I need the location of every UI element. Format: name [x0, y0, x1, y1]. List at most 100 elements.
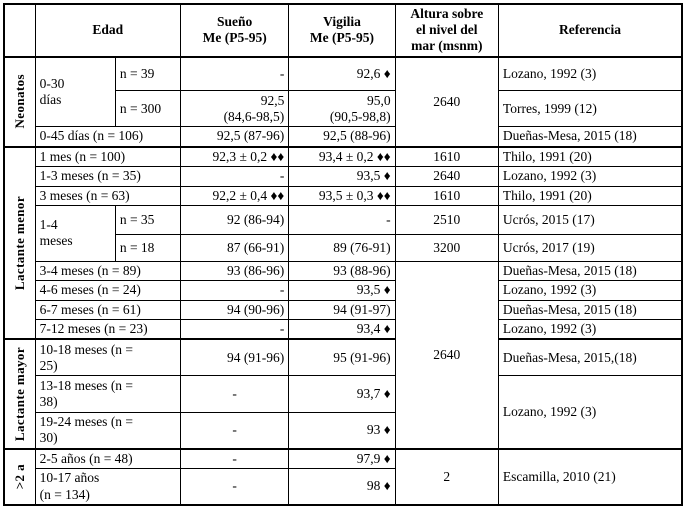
wake-value-cell: 93,7 ♦	[288, 375, 396, 413]
wake-value-cell: 92,5 (88-96)	[288, 126, 396, 148]
table-row: 1-4 meses n = 35 92 (86-94) -2510 Ucrós, 201…	[4, 204, 683, 262]
table-header: Edad Sueño Me (P5-95) Vigilia Me (P5-95) Al…	[3, 3, 683, 58]
table-body: Neonatos 0-30 días n = 39-92,6 ♦ 2640 Lozano…	[3, 56, 683, 506]
sleep-value-cell: 92,2 ± 0,4 ♦♦	[179, 185, 290, 206]
sleep-value-cell: 93 (86-96)	[179, 260, 290, 282]
reference-cell: Dueñas-Mesa, 2015 (18)	[497, 299, 683, 320]
age-cell: 4-6 meses (n = 24)	[34, 280, 182, 301]
age-cell: n = 35	[114, 204, 182, 236]
table-row: 4-6 meses (n = 24) -93,5 ♦ Lozano, 1992 (3…	[4, 280, 683, 301]
age-cell: 2-5 años (n = 48)	[34, 447, 182, 470]
sleep-value-cell: 92,5 (84,6-98,5)	[179, 90, 290, 128]
reference-cell: Escamilla, 2010 (21)	[497, 447, 683, 506]
reference-cell: Dueñas-Mesa, 2015 (18)	[497, 260, 683, 282]
spo2-by-age-table: Edad Sueño Me (P5-95) Vigilia Me (P5-95) Al…	[3, 3, 683, 506]
altitude-cell: 2640	[394, 260, 499, 450]
wake-value-cell: 93 (88-96)	[288, 260, 396, 282]
table-row: 3 meses (n = 63) 92,2 ± 0,4 ♦♦ 93,5 ± 0,3 …	[4, 185, 683, 206]
wake-value-cell: 95,0 (90,5-98,8)	[288, 90, 396, 128]
sleep-value-cell: 92 (86-94)	[179, 204, 290, 236]
wake-value-cell: 94 (91-97)	[288, 299, 396, 320]
age-category-label: Neonatos	[11, 74, 27, 129]
age-cell: 10-17 años (n = 134)	[34, 468, 182, 506]
age-cell: n = 39	[114, 56, 182, 92]
age-category-cell: Lactante mayor	[3, 338, 36, 450]
age-cell: 0-45 días (n = 106)	[34, 126, 182, 148]
age-cell: 0-30 días	[34, 56, 116, 128]
age-cell: n = 300	[114, 90, 182, 128]
wake-value-cell: -	[288, 204, 396, 236]
reference-cell: Thilo, 1991 (20)	[497, 185, 683, 206]
altitude-cell: 3200	[394, 234, 499, 262]
wake-value-cell: 97,9 ♦	[288, 447, 396, 470]
sleep-value-cell: -	[179, 166, 290, 187]
table-row: 0-45 días (n = 106) 92,5 (87-96) 92,5 (88-…	[4, 126, 683, 148]
sleep-value-cell: 94 (90-96)	[179, 299, 290, 320]
age-cell: 7-12 meses (n = 23)	[34, 318, 182, 340]
table-row: 7-12 meses (n = 23) -93,4 ♦ Lozano, 1992 (…	[4, 318, 683, 340]
sleep-value-cell: 92,3 ± 0,2 ♦♦	[179, 145, 290, 168]
reference-cell: Lozano, 1992 (3)	[497, 318, 683, 340]
age-category-cell: >2 a	[3, 447, 36, 506]
altitude-cell: 1610	[394, 145, 499, 168]
table-row: Lactante menor 1 mes (n = 100) 92,3 ± 0,2 …	[3, 145, 683, 340]
table-row: 3-4 meses (n = 89) 93 (86-96) 93 (88-96) 26…	[4, 260, 683, 450]
wake-value-cell: 93,4 ± 0,2 ♦♦	[288, 145, 396, 168]
sleep-value-cell: -	[179, 447, 290, 470]
age-category-label: Lactante mayor	[11, 346, 27, 442]
age-cell: 19-24 meses (n = 30)	[34, 411, 182, 450]
wake-value-cell: 93,5 ♦	[288, 280, 396, 301]
wake-value-cell: 93 ♦	[288, 411, 396, 450]
wake-value-cell: 93,5 ± 0,3 ♦♦	[288, 185, 396, 206]
reference-cell: Ucrós, 2017 (19)	[497, 234, 683, 262]
age-cell: 3-4 meses (n = 89)	[34, 260, 182, 282]
header-corner	[3, 3, 36, 58]
sleep-value-cell: -	[179, 318, 290, 340]
sleep-value-cell: 94 (91-96)	[179, 338, 290, 377]
age-category-cell: Lactante menor	[3, 145, 36, 340]
header-edad: Edad	[34, 3, 182, 58]
sleep-value-cell: 92,5 (87-96)	[179, 126, 290, 148]
age-cell: 10-18 meses (n = 25)	[34, 338, 182, 377]
reference-cell: Lozano, 1992 (3)	[497, 280, 683, 301]
reference-cell: Lozano, 1992 (3)	[497, 56, 683, 92]
age-cell: 1 mes (n = 100)	[34, 145, 182, 168]
reference-cell: Lozano, 1992 (3)	[497, 375, 683, 450]
age-cell: 1-4 meses	[34, 204, 116, 262]
sleep-value-cell: -	[179, 280, 290, 301]
header-altura: Altura sobre el nivel del mar (msnm)	[394, 3, 499, 58]
sleep-value-cell: -	[179, 56, 290, 92]
sleep-value-cell: 87 (66-91)	[179, 234, 290, 262]
reference-cell: Dueñas-Mesa, 2015,(18)	[497, 338, 683, 377]
table-row: 13-18 meses (n = 38) -93,7 ♦ Lozano, 1992 …	[4, 375, 683, 450]
table-row: Lactante mayor 10-18 meses (n = 25) 94 (91…	[3, 338, 683, 450]
wake-value-cell: 92,6 ♦	[288, 56, 396, 92]
altitude-cell: 1610	[394, 185, 499, 206]
reference-cell: Dueñas-Mesa, 2015 (18)	[497, 126, 683, 148]
altitude-cell: 2640	[394, 166, 499, 187]
age-category-label: Lactante menor	[11, 196, 27, 291]
age-category-label: >2 a	[11, 464, 27, 490]
altitude-cell: 2640	[394, 56, 499, 148]
age-cell: 3 meses (n = 63)	[34, 185, 182, 206]
reference-cell: Thilo, 1991 (20)	[497, 145, 683, 168]
table-row: >2 a 2-5 años (n = 48) -97,9 ♦ 2 Escamilla, …	[3, 447, 683, 506]
sleep-value-cell: -	[179, 468, 290, 506]
header-row: Edad Sueño Me (P5-95) Vigilia Me (P5-95) Al…	[3, 3, 683, 58]
wake-value-cell: 95 (91-96)	[288, 338, 396, 377]
sleep-value-cell: -	[179, 375, 290, 413]
table-row: 10-17 años (n = 134) -98 ♦	[4, 468, 682, 506]
wake-value-cell: 89 (76-91)	[288, 234, 396, 262]
wake-value-cell: 93,5 ♦	[288, 166, 396, 187]
table-row: 6-7 meses (n = 61) 94 (90-96) 94 (91-97) Du…	[4, 299, 683, 320]
wake-value-cell: 98 ♦	[288, 468, 396, 506]
altitude-cell: 2	[394, 447, 499, 506]
age-cell: n = 18	[114, 234, 182, 262]
altitude-cell: 2510	[394, 204, 499, 236]
wake-value-cell: 93,4 ♦	[288, 318, 396, 340]
sleep-value-cell: -	[179, 411, 290, 450]
age-cell: 13-18 meses (n = 38)	[34, 375, 182, 413]
header-vigilia: Vigilia Me (P5-95)	[288, 3, 396, 58]
table-row: Neonatos 0-30 días n = 39-92,6 ♦ 2640 Lozano…	[3, 56, 683, 148]
